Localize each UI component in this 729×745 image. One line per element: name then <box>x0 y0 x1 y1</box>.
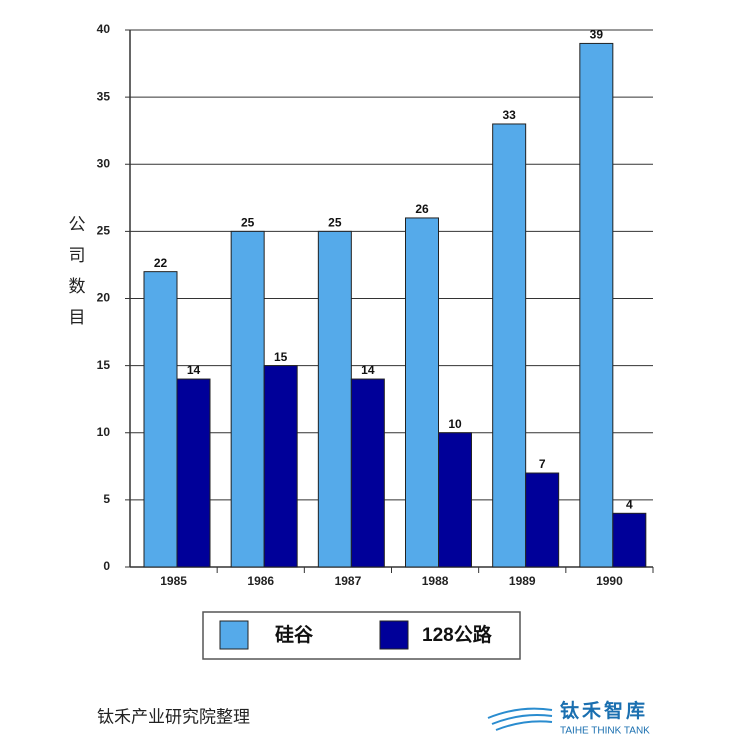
y-tick-label: 10 <box>97 425 111 439</box>
y-label: 公司数目 <box>66 215 86 339</box>
bar <box>176 378 211 568</box>
bar <box>492 123 527 568</box>
y-tick-label: 0 <box>103 559 110 573</box>
legend-label: 128公路 <box>422 623 493 646</box>
bar <box>317 230 352 568</box>
bar <box>579 42 614 568</box>
value-label: 26 <box>415 202 429 216</box>
y-tick-label: 25 <box>97 224 111 238</box>
logo-english: TAIHE THINK TANK <box>560 726 650 737</box>
legend-box <box>202 611 521 660</box>
legend-label: 硅谷 <box>275 624 314 646</box>
y-tick-label: 20 <box>97 291 111 305</box>
value-label: 7 <box>539 457 546 471</box>
x-tick-label: 1988 <box>422 574 449 588</box>
y-tick-label: 15 <box>97 358 111 372</box>
x-tick-label: 1989 <box>509 574 536 588</box>
value-label: 4 <box>626 497 633 511</box>
value-label: 39 <box>590 28 604 42</box>
logo: 钛禾智库 TAIHE THINK TANK <box>487 699 650 737</box>
bar <box>143 271 178 568</box>
bar <box>263 365 298 568</box>
y-tick-label: 40 <box>97 22 111 36</box>
x-tick-label: 1985 <box>160 574 187 588</box>
bar <box>350 378 385 568</box>
bar <box>525 472 560 568</box>
value-label: 14 <box>361 363 375 377</box>
value-label: 14 <box>187 363 201 377</box>
legend-swatch <box>219 620 249 650</box>
value-label: 25 <box>241 216 255 230</box>
logo-mark <box>487 707 553 731</box>
value-label: 33 <box>502 108 516 122</box>
legend-swatch <box>379 620 409 650</box>
y-label-backing <box>62 212 88 342</box>
x-tick-label: 1987 <box>335 574 362 588</box>
y-tick-label: 5 <box>103 492 110 506</box>
value-label: 22 <box>154 256 168 270</box>
bar <box>612 512 647 568</box>
bar <box>230 230 265 568</box>
value-label: 10 <box>448 417 462 431</box>
y-tick-label: 35 <box>97 89 111 103</box>
logo-name: 钛禾智库 <box>560 699 648 722</box>
x-tick-label: 1990 <box>596 574 623 588</box>
bar <box>405 217 439 568</box>
y-tick-label: 30 <box>97 156 111 170</box>
value-label: 15 <box>274 350 288 364</box>
value-label: 25 <box>328 216 342 230</box>
source-note: 钛禾产业研究院整理 <box>97 707 250 726</box>
x-tick-label: 1986 <box>247 574 274 588</box>
bar <box>438 432 472 568</box>
